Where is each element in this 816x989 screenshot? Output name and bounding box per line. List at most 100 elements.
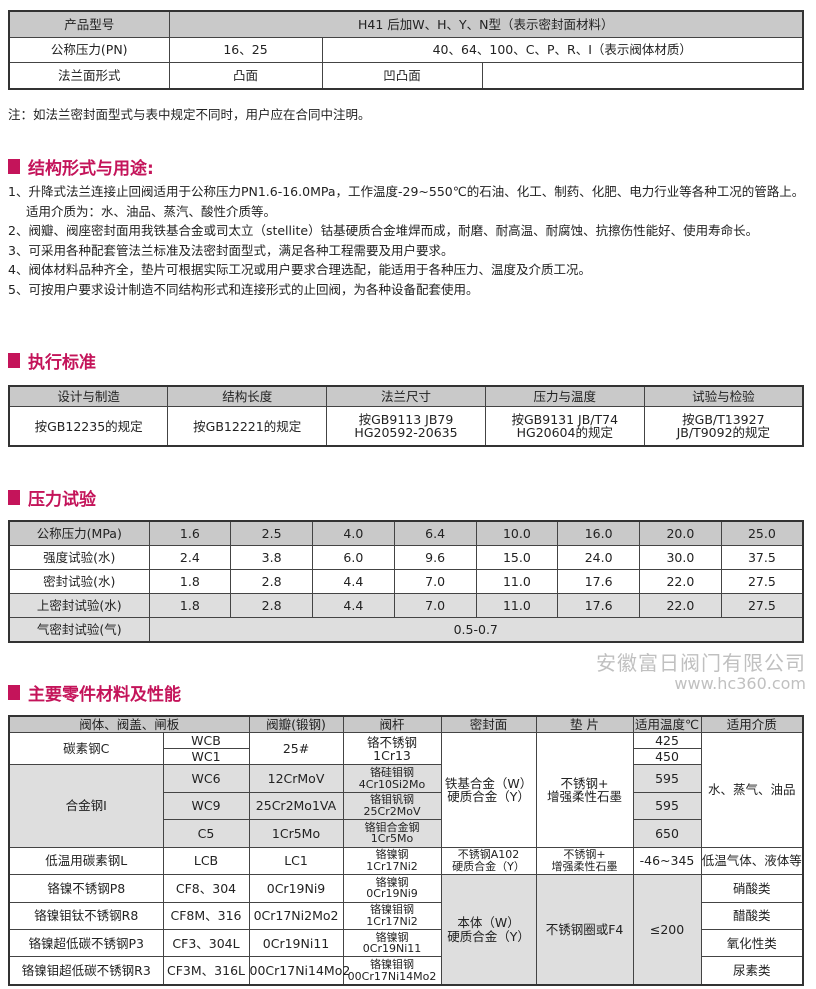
header-cell: 16.0	[557, 520, 640, 547]
table-cell: 17.6	[557, 592, 640, 618]
structure-item: 5、可按用户要求设计制造不同结构形式和连接形式的止回阀，为各种设备配套使用。	[8, 281, 479, 297]
table-cell: 4.4	[312, 569, 395, 594]
header-cell: 阀体、阀盖、闸板	[8, 715, 250, 734]
section-structure: 结构形式与用途:	[8, 154, 154, 179]
table-cell: 按GB12221的规定	[167, 406, 328, 447]
table-cell: 650	[632, 819, 702, 848]
section-pressure: 压力试验	[8, 485, 96, 510]
table-row: 法兰面形式 凸面 凹凸面	[8, 62, 804, 90]
table-cell: 11.0	[475, 569, 559, 594]
table-cell: 按GB12235的规定	[8, 406, 169, 447]
table-cell: 法兰面形式	[8, 62, 170, 90]
table-cell: 25Cr2Mo1VA	[248, 791, 344, 821]
table-cell: 9.6	[393, 545, 477, 571]
table-cell: 2.8	[230, 569, 313, 594]
table-cell: 按GB/T13927 JB/T9092的规定	[643, 406, 804, 447]
header-cell: 6.4	[393, 520, 477, 547]
table-cell: 本体（W） 硬质合金（Y）	[440, 874, 537, 986]
table-row: 上密封试验(水) 1.8 2.8 4.4 7.0 11.0 17.6 22.0 27.5	[8, 592, 804, 618]
header-cell: 压力与温度	[484, 385, 645, 408]
table-cell: 铬镍钼钢 00Cr17Ni14Mo2	[342, 956, 442, 986]
header-cell: 阀瓣(锻钢)	[248, 715, 344, 734]
table-cell: 595	[632, 791, 702, 821]
section-title: 主要零件材料及性能	[28, 685, 181, 705]
table-cell: CF8M、316	[162, 901, 250, 930]
table-cell: 铬镍超低碳不锈钢P3	[8, 928, 164, 958]
table-cell: LC1	[248, 846, 344, 876]
table-cell: 7.0	[393, 569, 477, 594]
header-cell: 法兰尺寸	[326, 385, 486, 408]
table-cell: 铬镍钢 0Cr19Ni9	[342, 874, 442, 903]
table-cell: 0Cr19Ni9	[248, 874, 344, 903]
table-row: WC9 25Cr2Mo1VA 铬钼钒钢 25Cr2MoV 595	[9, 791, 803, 821]
table-row: 公称压力(PN) 16、25 40、64、100、C、P、R、I（表示阀体材质）	[8, 36, 804, 64]
model-table: 产品型号 H41 后加W、H、Y、N型（表示密封面材料） 公称压力(PN) 16、25…	[8, 10, 804, 90]
header-cell: 试验与检验	[643, 385, 804, 408]
table-row: 低温用碳素钢L LCB LC1 铬镍钢 1Cr17Ni2 不锈钢A102 硬质合金（Y）…	[8, 846, 804, 876]
table-cell: 铬钼合金钢 1Cr5Mo	[342, 819, 442, 848]
table-cell: 铬镍钼钛不锈钢R8	[8, 901, 164, 930]
section-standards: 执行标准	[8, 348, 96, 373]
table-cell: 铬镍不锈钢P8	[8, 874, 164, 903]
structure-item: 4、阀体材料品种齐全，垫片可根据实际工况或用户要求合理选配，能适用于各种压力、温…	[8, 262, 591, 277]
structure-item: 1、升降式法兰连接止回阀适用于公称压力PN1.6-16.0MPa，工作温度-29…	[8, 184, 805, 219]
table-cell: 0.5-0.7	[148, 616, 804, 643]
table-cell: 硝酸类	[700, 874, 804, 903]
table-cell: 醋酸类	[700, 901, 804, 930]
table-cell: 按GB9113 JB79 HG20592-20635	[326, 406, 486, 447]
structure-item: 3、可采用各种配套管法兰标准及法密封面型式，满足各种工程需要及用户要求。	[8, 242, 454, 258]
table-cell: CF8、304	[162, 874, 250, 903]
table-cell: 按GB9131 JB/T74 HG20604的规定	[484, 406, 645, 447]
header-cell: 25.0	[720, 520, 804, 547]
table-row: 合金钢I WC6 12CrMoV 铬硅钼钢 4Cr10Si2Mo 595	[8, 764, 803, 848]
table-row: 铬镍超低碳不锈钢P3 CF3、304L 0Cr19Ni11 铬镍钢 0Cr19Ni11…	[8, 928, 804, 958]
table-cell: ≤200	[632, 874, 702, 986]
table-cell: 0Cr17Ni2Mo2	[248, 901, 344, 930]
section-title: 结构形式与用途:	[28, 159, 154, 179]
table-cell: 凸面	[168, 62, 323, 90]
table-cell: 强度试验(水)	[8, 545, 150, 571]
table-cell: 22.0	[639, 592, 722, 618]
table-cell: 水、蒸气、油品	[700, 732, 804, 848]
header-cell: 适用温度℃	[632, 715, 702, 734]
table-cell: 凹凸面	[321, 62, 483, 90]
table-cell: 碳素钢C	[8, 732, 164, 766]
table-cell: 27.5	[720, 592, 804, 618]
table-cell: 27.5	[720, 569, 804, 594]
table-cell: C5	[162, 819, 250, 848]
header-cell: 适用介质	[700, 715, 804, 734]
table-cell: 12CrMoV	[248, 764, 344, 793]
table-cell: -46~345	[632, 846, 702, 876]
table-row: C5 1Cr5Mo 铬钼合金钢 1Cr5Mo 650	[9, 819, 803, 848]
header-cell: 阀杆	[342, 715, 442, 734]
table-cell: 铬镍钢 1Cr17Ni2	[342, 846, 442, 876]
table-row: 密封试验(水) 1.8 2.8 4.4 7.0 11.0 17.6 22.0 27.5	[8, 569, 804, 594]
header-cell: H41 后加W、H、Y、N型（表示密封面材料）	[168, 10, 804, 38]
header-row: 产品型号 H41 后加W、H、Y、N型（表示密封面材料）	[8, 10, 804, 38]
header-cell: 密封面	[440, 715, 537, 734]
table-cell: 1Cr5Mo	[248, 819, 344, 848]
header-cell: 产品型号	[8, 10, 170, 38]
table-cell: CF3M、316L	[162, 956, 250, 986]
table-cell: 铬钼钒钢 25Cr2MoV	[342, 791, 442, 821]
header-cell: 垫 片	[535, 715, 634, 734]
table-cell: 密封试验(水)	[8, 569, 150, 594]
materials-table: 阀体、阀盖、闸板 阀瓣(锻钢) 阀杆 密封面垫 片适用温度℃ 适用介质 碳素钢C WCB 25…	[8, 715, 804, 986]
table-cell: 15.0	[475, 545, 559, 571]
table-row: 按GB12235的规定 按GB12221的规定 按GB9113 JB79 HG205…	[8, 406, 804, 447]
table-cell: 37.5	[720, 545, 804, 571]
section-bullet-icon	[8, 490, 20, 505]
table-cell: 低温用碳素钢L	[8, 846, 164, 876]
table-cell: 公称压力(PN)	[8, 36, 170, 64]
header-cell: 1.6	[148, 520, 232, 547]
table-cell: 450	[632, 748, 702, 766]
table-cell: 2.4	[148, 545, 232, 571]
structure-item: 2、阀瓣、阀座密封面用我铁基合金或司太立（stellite）钴基硬质合金堆焊而成…	[8, 223, 759, 238]
header-cell: 设计与制造	[8, 385, 169, 408]
table-cell: 25#	[248, 732, 344, 766]
header-cell: 2.5	[230, 520, 313, 547]
table-cell: 铁基合金（W） 硬质合金（Y）	[440, 732, 537, 848]
table-cell: WC6	[162, 764, 250, 793]
table-cell: 上密封试验(水)	[8, 592, 150, 618]
table-cell: 低温气体、液体等	[700, 846, 804, 876]
